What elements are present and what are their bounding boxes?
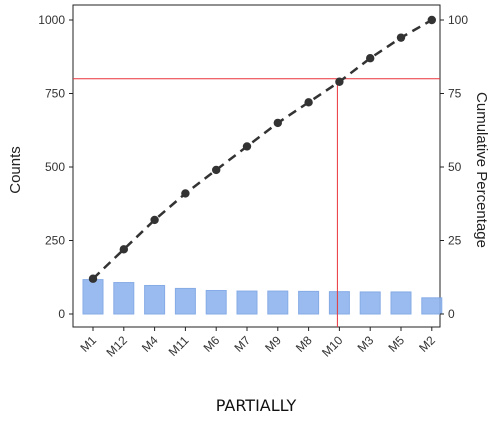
y2-tick-label: 75: [448, 87, 462, 101]
x-tick-label-m7: M7: [231, 333, 253, 355]
x-tick-label-m6: M6: [201, 333, 223, 355]
y-axis-title: Counts: [7, 146, 24, 194]
x-tick-label-m12: M12: [104, 333, 131, 360]
threshold-lines: [73, 78, 440, 327]
cumulative-point-m6: [212, 165, 221, 175]
bar-m5: [390, 291, 412, 315]
cumulative-point-m8: [304, 98, 313, 107]
x-tick-label-m8: M8: [293, 333, 315, 355]
bar-m7: [236, 290, 258, 315]
x-tick-label-m4: M4: [139, 333, 161, 355]
cumulative-point-m3: [366, 54, 375, 63]
cumulative-point-m11: [181, 189, 190, 198]
x-axis-ticks: M1 M12 M4 M11 M6 M7 M9 M8 M10 M3 M5 M2: [77, 327, 438, 360]
bar-m10: [328, 291, 350, 315]
cumulative-point-m7: [242, 142, 252, 151]
bar-m11: [174, 287, 196, 315]
y-axis-ticks: 0 250 500 750 1000: [38, 13, 73, 321]
y2-tick-label: 50: [448, 160, 462, 174]
bar-m12: [113, 282, 135, 315]
x-tick-label-m3: M3: [355, 333, 377, 355]
cumulative-point-m1: [88, 274, 98, 283]
x-tick-label-m11: M11: [166, 333, 192, 359]
x-tick-label-m5: M5: [385, 333, 407, 355]
y-tick-label: 0: [58, 307, 65, 321]
bar-m4: [144, 284, 166, 315]
y2-axis-ticks: 0 25 50 75 100: [440, 13, 468, 321]
y-tick-label: 750: [45, 87, 65, 101]
cumulative-point-m10: [335, 77, 344, 86]
bar-m1: [82, 279, 104, 315]
cumulative-point-m4: [150, 215, 159, 225]
bar-m9: [267, 290, 289, 315]
cumulative-point-m12: [119, 245, 128, 254]
bar-m3: [359, 291, 381, 315]
y-tick-label: 1000: [38, 13, 65, 27]
y2-axis-title: Cumulative Percentage: [473, 92, 490, 248]
cumulative-series: [88, 15, 436, 283]
cumulative-line: [92, 18, 433, 280]
x-tick-label-m9: M9: [262, 333, 284, 355]
y-tick-label: 250: [45, 234, 65, 248]
x-tick-label-m1: M1: [77, 333, 99, 355]
y-tick-label: 500: [45, 160, 65, 174]
bar-m8: [298, 290, 320, 315]
y2-tick-label: 25: [448, 234, 462, 248]
cumulative-point-m5: [396, 33, 406, 42]
plot-frame: [72, 4, 441, 328]
x-axis-title: PARTIALLY: [216, 396, 297, 415]
bar-m2: [421, 297, 443, 315]
bar-series: [82, 279, 443, 315]
x-tick-label-m10: M10: [319, 333, 346, 360]
cumulative-point-m2: [427, 15, 436, 25]
y2-tick-label: 0: [448, 307, 455, 321]
bar-m6: [205, 289, 227, 315]
y2-tick-label: 100: [448, 13, 468, 27]
x-tick-label-m2: M2: [416, 333, 438, 355]
cumulative-point-m9: [273, 118, 282, 128]
